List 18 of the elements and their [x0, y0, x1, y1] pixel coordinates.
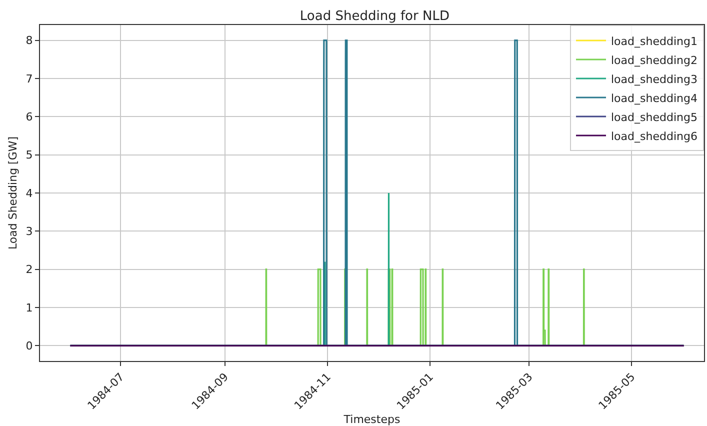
y-tick-label: 6	[26, 110, 33, 124]
y-tick-label: 4	[26, 186, 33, 200]
y-tick-label: 8	[26, 34, 33, 48]
legend-label: load_shedding6	[611, 130, 698, 143]
y-tick-label: 3	[26, 225, 33, 238]
y-tick-label: 5	[26, 148, 33, 162]
y-tick-label: 1	[26, 301, 33, 314]
legend-label: load_shedding5	[611, 110, 698, 124]
legend-label: load_shedding1	[611, 34, 698, 48]
legend-label: load_shedding2	[611, 54, 698, 67]
y-axis-title: Load Shedding [GW]	[6, 136, 20, 250]
x-axis-title: Timesteps	[342, 413, 400, 426]
y-tick-label: 2	[26, 263, 33, 276]
legend-label: load_shedding4	[611, 92, 698, 105]
y-tick-label: 7	[26, 72, 33, 86]
chart-title: Load Shedding for NLD	[300, 8, 450, 24]
y-tick-label: 0	[26, 340, 33, 353]
legend-label: load_shedding3	[611, 72, 698, 86]
